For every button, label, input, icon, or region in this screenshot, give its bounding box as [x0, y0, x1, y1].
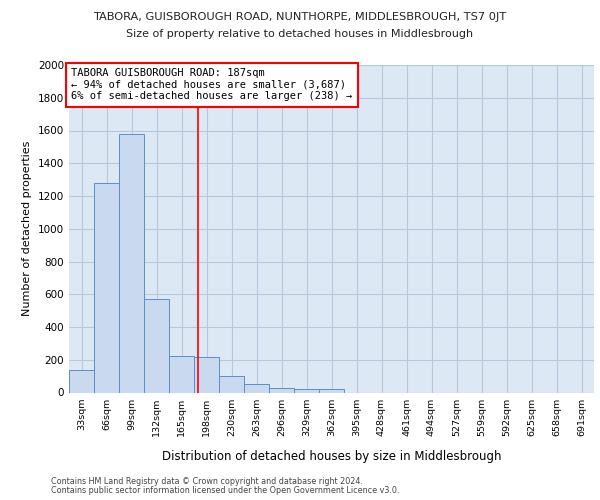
Bar [269, 388, 294, 392]
X-axis label: Distribution of detached houses by size in Middlesbrough: Distribution of detached houses by size … [162, 450, 501, 462]
Bar [194, 358, 219, 392]
Bar [294, 389, 319, 392]
Bar [144, 299, 169, 392]
Text: TABORA, GUISBOROUGH ROAD, NUNTHORPE, MIDDLESBROUGH, TS7 0JT: TABORA, GUISBOROUGH ROAD, NUNTHORPE, MID… [94, 12, 506, 22]
Text: Contains HM Land Registry data © Crown copyright and database right 2024.: Contains HM Land Registry data © Crown c… [51, 477, 363, 486]
Bar [169, 356, 194, 392]
Bar [244, 384, 269, 392]
Bar [94, 183, 119, 392]
Bar [219, 376, 244, 392]
Text: TABORA GUISBOROUGH ROAD: 187sqm
← 94% of detached houses are smaller (3,687)
6% : TABORA GUISBOROUGH ROAD: 187sqm ← 94% of… [71, 68, 353, 102]
Text: Contains public sector information licensed under the Open Government Licence v3: Contains public sector information licen… [51, 486, 400, 495]
Y-axis label: Number of detached properties: Number of detached properties [22, 141, 32, 316]
Bar [119, 134, 144, 392]
Bar [319, 389, 344, 392]
Bar [69, 370, 94, 392]
Text: Size of property relative to detached houses in Middlesbrough: Size of property relative to detached ho… [127, 29, 473, 39]
